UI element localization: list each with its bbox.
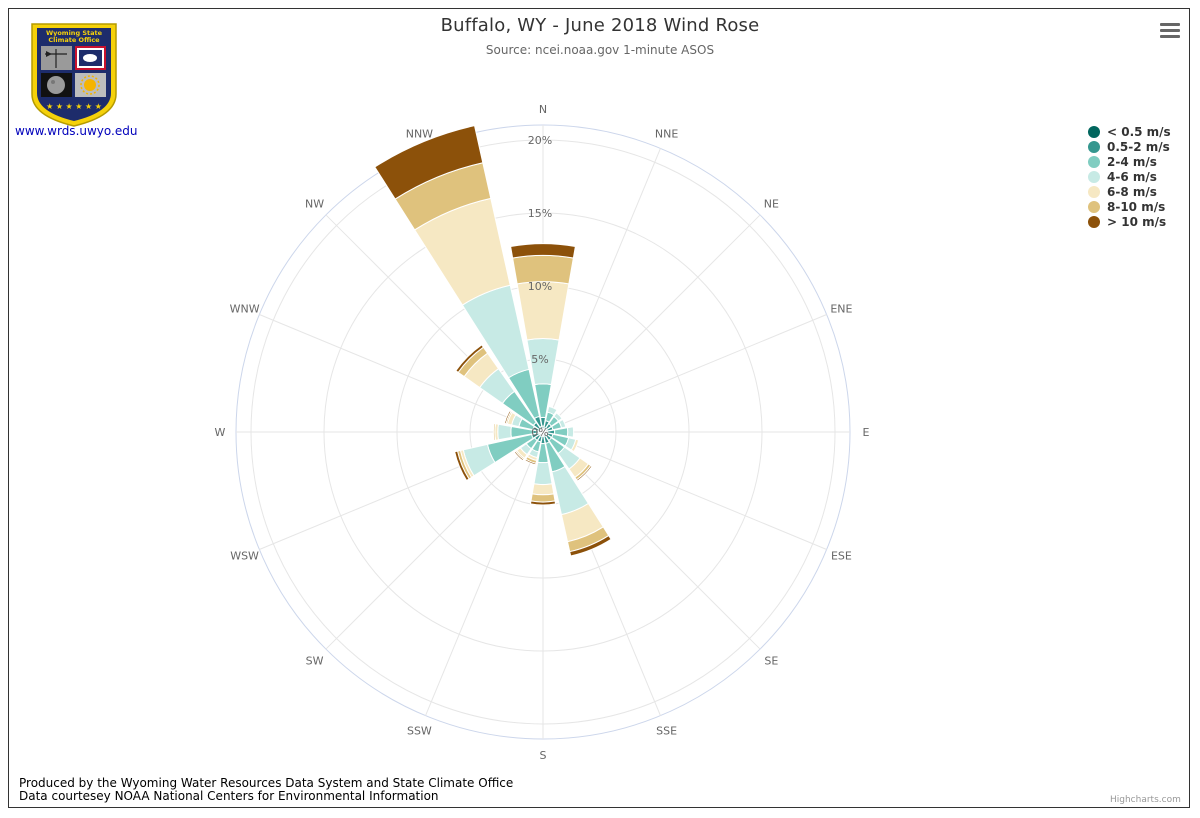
bar-s-10-m-s[interactable]	[529, 500, 557, 506]
bar-sse-10-m-s[interactable]	[569, 534, 612, 557]
wind-rose-bars	[374, 125, 612, 557]
spoke-wnw	[259, 314, 544, 433]
direction-label-s: S	[540, 749, 547, 762]
bar-wnw-10-m-s[interactable]	[503, 410, 512, 425]
tick-label-15: 15%	[528, 207, 552, 220]
bar-ssw-10-m-s[interactable]	[524, 458, 537, 466]
direction-label-w: W	[215, 426, 226, 439]
tick-label-0: 0%	[531, 426, 548, 439]
chart-frame	[8, 8, 1190, 808]
bar-sw-10-m-s[interactable]	[513, 450, 525, 462]
tick-label-10: 10%	[528, 280, 552, 293]
legend-label: 0.5-2 m/s	[1107, 139, 1170, 154]
direction-label-se: SE	[764, 654, 778, 667]
bar-nne-4-6-m-s[interactable]	[546, 405, 558, 416]
legend-item-2-4-m-s[interactable]: 2-4 m/s	[1088, 154, 1171, 169]
direction-label-n: N	[539, 103, 547, 116]
svg-text:★ ★ ★ ★ ★ ★: ★ ★ ★ ★ ★ ★	[46, 102, 102, 111]
legend-swatch	[1088, 125, 1100, 138]
bar-ene-4-6-m-s[interactable]	[558, 418, 567, 429]
series-2-4-m-s	[486, 368, 570, 473]
direction-label-ese: ESE	[831, 550, 852, 563]
direction-label-ne: NE	[764, 198, 779, 211]
axis-labels: N NNE NE ENE E ESE SE SSE S SSW SW WSW W WNW NW NNW 0% 5%…	[215, 103, 870, 762]
bar-e-4-6-m-s[interactable]	[566, 426, 575, 438]
tick-label-20: 20%	[528, 134, 552, 147]
footer-line-1: Produced by the Wyoming Water Resources …	[19, 776, 514, 790]
legend-item-4-6-m-s[interactable]: 4-6 m/s	[1088, 169, 1171, 184]
footer-credits: Produced by the Wyoming Water Resources …	[19, 777, 513, 803]
bar-nw-10-m-s[interactable]	[455, 344, 485, 374]
legend-label: < 0.5 m/s	[1107, 124, 1171, 139]
direction-label-sse: SSE	[656, 724, 677, 737]
logo-text-line1: Wyoming State	[46, 29, 103, 37]
direction-label-ssw: SSW	[407, 724, 432, 737]
legend-label: > 10 m/s	[1107, 214, 1167, 229]
direction-label-ene: ENE	[830, 302, 852, 315]
spoke-ene	[542, 314, 827, 433]
direction-label-e: E	[863, 426, 870, 439]
series-10-m-s	[374, 125, 612, 557]
bar-wsw-10-m-s[interactable]	[454, 450, 470, 482]
bar-s-6-8-m-s[interactable]	[531, 483, 555, 496]
legend-label: 2-4 m/s	[1107, 154, 1157, 169]
website-link[interactable]: www.wrds.uwyo.edu	[15, 124, 138, 138]
bar-s-4-6-m-s[interactable]	[533, 461, 553, 486]
direction-label-nnw: NNW	[406, 128, 433, 141]
direction-label-nne: NNE	[655, 128, 678, 141]
bar-w-8-10-m-s[interactable]	[492, 422, 497, 442]
legend-item-0-5-2-m-s[interactable]: 0.5-2 m/s	[1088, 139, 1171, 154]
footer-line-2: Data courtesey NOAA National Centers for…	[19, 789, 439, 803]
spoke-nne	[542, 148, 661, 433]
bar-ne-4-6-m-s[interactable]	[553, 412, 563, 422]
spoke-ese	[542, 431, 827, 550]
direction-label-sw: SW	[306, 654, 324, 667]
legend-swatch	[1088, 185, 1100, 198]
spoke-ssw	[425, 431, 544, 716]
legend-label: 4-6 m/s	[1107, 169, 1157, 184]
bar-s-8-10-m-s[interactable]	[530, 493, 556, 503]
legend-item-8-10-m-s[interactable]: 8-10 m/s	[1088, 199, 1171, 214]
legend-swatch	[1088, 140, 1100, 153]
menu-bar-2	[1160, 29, 1180, 32]
legend-swatch	[1088, 215, 1100, 228]
direction-label-wnw: WNW	[230, 302, 260, 315]
legend-item-6-8-m-s[interactable]: 6-8 m/s	[1088, 184, 1171, 199]
series-8-10-m-s	[394, 162, 610, 553]
menu-bar-1	[1160, 23, 1180, 26]
bar-se-10-m-s[interactable]	[575, 464, 593, 482]
spoke-ne	[542, 214, 761, 433]
direction-label-wsw: WSW	[230, 550, 259, 563]
series-4-6-m-s	[461, 284, 590, 516]
tick-label-5: 5%	[531, 353, 548, 366]
legend-swatch	[1088, 170, 1100, 183]
bar-w-4-6-m-s[interactable]	[497, 423, 512, 441]
direction-label-nw: NW	[305, 198, 324, 211]
chart-legend: < 0.5 m/s 0.5-2 m/s 2-4 m/s 4-6 m/s 6-8 m/s 8…	[1088, 124, 1171, 229]
menu-bar-3	[1160, 35, 1180, 38]
legend-swatch	[1088, 155, 1100, 168]
chart-title: Buffalo, WY - June 2018 Wind Rose	[440, 15, 760, 36]
bar-n-10-m-s[interactable]	[510, 243, 576, 259]
legend-label: 6-8 m/s	[1107, 184, 1157, 199]
highcharts-credit[interactable]: Highcharts.com	[1110, 795, 1181, 805]
climate-office-logo: Wyoming State Climate Office ★ ★ ★ ★ ★ ★	[31, 23, 117, 127]
legend-label: 8-10 m/s	[1107, 199, 1166, 214]
chart-subtitle: Source: ncei.noaa.gov 1-minute ASOS	[485, 43, 715, 57]
logo-text-line2: Climate Office	[48, 36, 100, 44]
bar-nnw-10-m-s[interactable]	[374, 125, 484, 200]
legend-item-0-5-m-s[interactable]: < 0.5 m/s	[1088, 124, 1171, 139]
bar-ese-6-8-m-s[interactable]	[570, 438, 580, 453]
hamburger-menu-icon[interactable]	[1158, 20, 1182, 40]
legend-item-10-m-s[interactable]: > 10 m/s	[1088, 214, 1171, 229]
spoke-sw	[325, 431, 544, 650]
legend-swatch	[1088, 200, 1100, 213]
